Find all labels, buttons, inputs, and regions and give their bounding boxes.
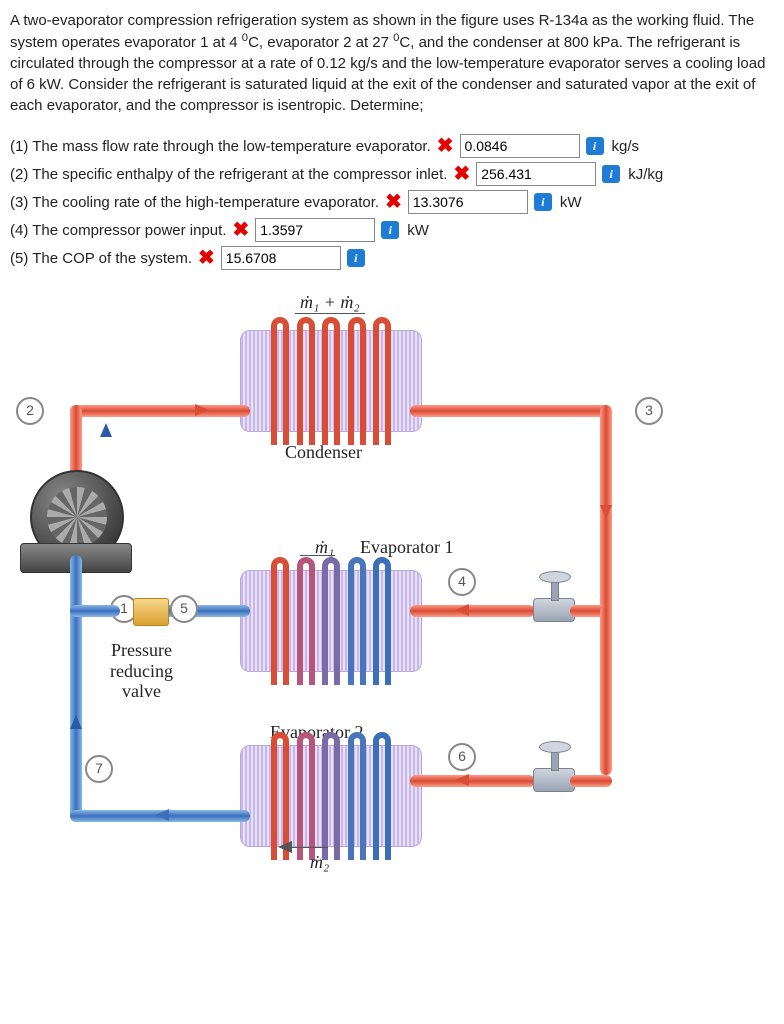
condenser-coil	[240, 330, 422, 432]
node-5: 5	[170, 595, 198, 623]
info-icon[interactable]: i	[534, 193, 552, 211]
node-7: 7	[85, 755, 113, 783]
question-text: (2) The specific enthalpy of the refrige…	[10, 164, 447, 185]
question-text: (5) The COP of the system.	[10, 248, 192, 269]
answer-input[interactable]	[460, 134, 580, 158]
wrong-icon: ✖	[198, 248, 215, 268]
question-line: (5) The COP of the system. ✖ i	[10, 246, 774, 270]
wrong-icon: ✖	[232, 220, 249, 240]
evap1-coil	[240, 570, 422, 672]
expansion-valve-2	[533, 768, 575, 792]
question-line: (1) The mass flow rate through the low-t…	[10, 134, 774, 158]
prv-label: Pressurereducingvalve	[110, 640, 173, 702]
unit-label: kW	[407, 220, 429, 241]
pressure-reducing-valve	[133, 598, 169, 626]
unit-label: kW	[560, 192, 582, 213]
unit-label: kJ/kg	[628, 164, 663, 185]
flow-label-top: ṁ₁ + ṁ₂	[300, 290, 360, 315]
expansion-valve-1	[533, 598, 575, 622]
wrong-icon: ✖	[437, 136, 454, 156]
m2-label: ṁ₂	[310, 850, 329, 875]
system-figure: ṁ₁ + ṁ₂ Condenser 2 3 ṁ₁ Evaporator 1 1 …	[10, 295, 710, 855]
question-line: (4) The compressor power input. ✖ ikW	[10, 218, 774, 242]
wrong-icon: ✖	[453, 164, 470, 184]
info-icon[interactable]: i	[381, 221, 399, 239]
info-icon[interactable]: i	[586, 137, 604, 155]
question-line: (2) The specific enthalpy of the refrige…	[10, 162, 774, 186]
unit-label: kg/s	[612, 136, 640, 157]
node-6: 6	[448, 743, 476, 771]
question-line: (3) The cooling rate of the high-tempera…	[10, 190, 774, 214]
answer-input[interactable]	[255, 218, 375, 242]
answer-input[interactable]	[476, 162, 596, 186]
problem-statement: A two-evaporator compression refrigerati…	[10, 10, 774, 116]
info-icon[interactable]: i	[602, 165, 620, 183]
condenser-label: Condenser	[285, 440, 362, 465]
node-2: 2	[16, 397, 44, 425]
evap2-coil	[240, 745, 422, 847]
answer-input[interactable]	[408, 190, 528, 214]
info-icon[interactable]: i	[347, 249, 365, 267]
node-4: 4	[448, 568, 476, 596]
answer-input[interactable]	[221, 246, 341, 270]
wrong-icon: ✖	[385, 192, 402, 212]
question-text: (1) The mass flow rate through the low-t…	[10, 136, 431, 157]
question-text: (3) The cooling rate of the high-tempera…	[10, 192, 379, 213]
node-3: 3	[635, 397, 663, 425]
question-text: (4) The compressor power input.	[10, 220, 226, 241]
